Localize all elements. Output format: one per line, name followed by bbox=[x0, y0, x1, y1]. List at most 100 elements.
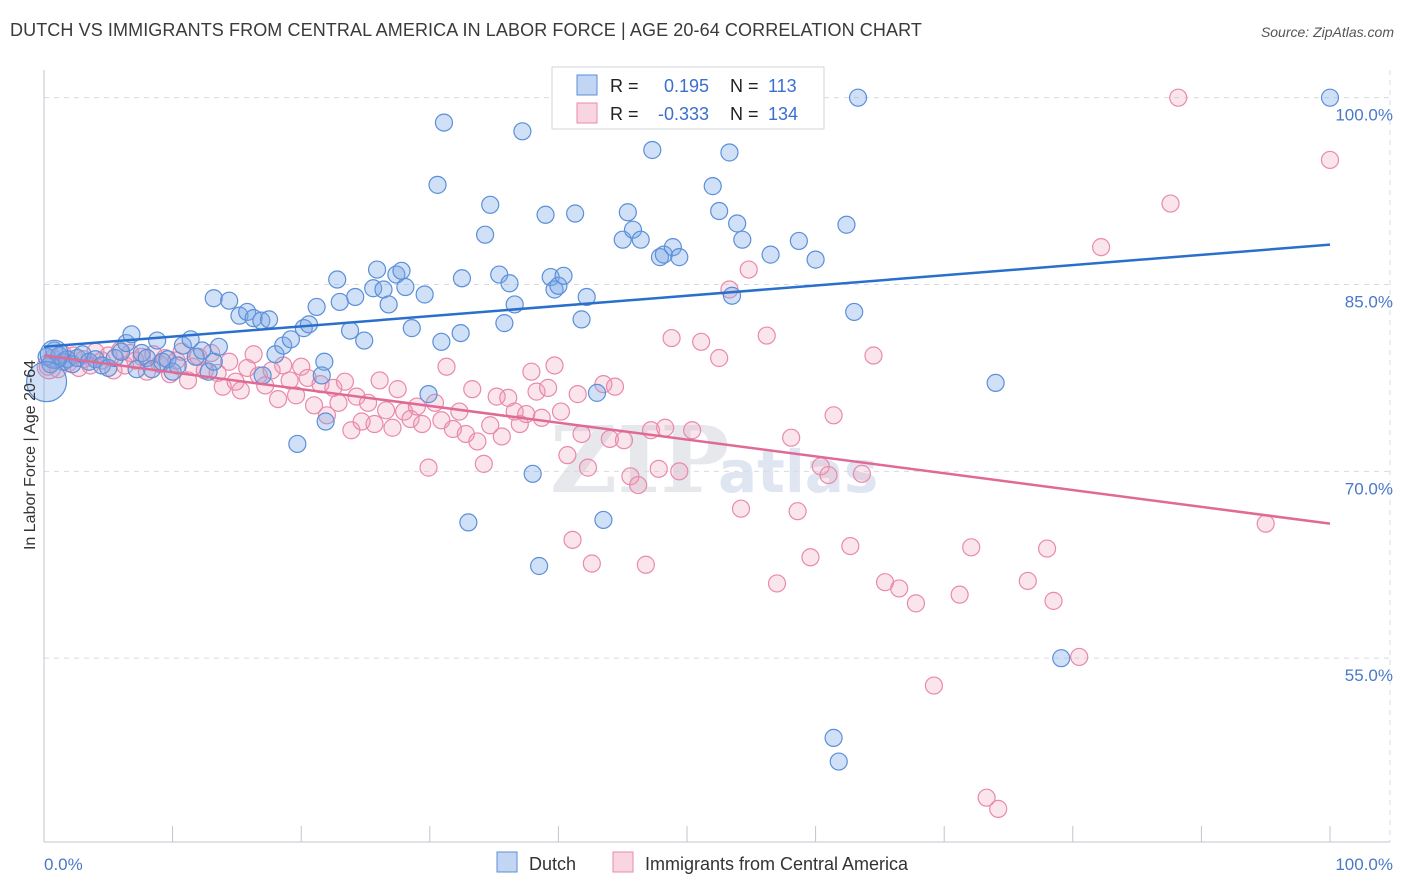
dutch-point-34 bbox=[220, 291, 239, 310]
immigrants-point-34 bbox=[231, 381, 250, 400]
dutch-point-113 bbox=[1052, 649, 1071, 668]
dutch-point-64 bbox=[415, 285, 434, 304]
immigrants-point-25 bbox=[178, 371, 198, 390]
dutch-point-47 bbox=[307, 297, 326, 317]
immigrants-point-83 bbox=[527, 382, 546, 401]
legend-swatch-immigrants bbox=[576, 102, 598, 124]
immigrants-point-114 bbox=[782, 428, 801, 447]
dutch-point-95 bbox=[643, 140, 662, 160]
dutch-cluster-bubble-large bbox=[25, 361, 68, 403]
immigrants-point-57 bbox=[370, 371, 389, 390]
legend-swatch-dutch bbox=[576, 74, 598, 96]
dutch-point-81 bbox=[536, 205, 555, 224]
dutch-point-69 bbox=[452, 269, 472, 288]
dutch-point-108 bbox=[806, 250, 825, 269]
immigrants-point-136 bbox=[1161, 194, 1180, 213]
dutch-point-109 bbox=[837, 215, 856, 234]
immigrants-point-77 bbox=[492, 427, 511, 446]
dutch-point-50 bbox=[316, 412, 335, 431]
dutch-point-98 bbox=[663, 238, 682, 257]
dutch-point-94 bbox=[631, 230, 650, 249]
immigrants-point-113 bbox=[767, 574, 787, 593]
dutch-point-55 bbox=[355, 331, 374, 350]
dutch-point-68 bbox=[434, 113, 454, 132]
dutch-point-70 bbox=[451, 323, 470, 343]
immigrants-point-68 bbox=[437, 357, 456, 376]
legend-r-value-dutch: 0.195 bbox=[664, 76, 709, 96]
watermark-zip: ZIP bbox=[550, 406, 729, 514]
dutch-point-51 bbox=[328, 270, 347, 289]
watermark: ZIP atlas bbox=[550, 406, 878, 514]
dutch-point-57 bbox=[367, 260, 387, 279]
dutch-point-72 bbox=[475, 225, 495, 244]
immigrants-point-24 bbox=[172, 342, 191, 361]
immigrants-point-115 bbox=[788, 502, 807, 521]
bottom-legend-label-dutch: Dutch bbox=[529, 854, 576, 874]
axes bbox=[43, 70, 1390, 843]
immigrants-point-121 bbox=[852, 464, 871, 483]
immigrants-point-110 bbox=[731, 499, 751, 518]
series-immigrants bbox=[36, 88, 1340, 818]
dutch-point-18 bbox=[132, 343, 151, 363]
y-axis-label: In Labor Force | Age 20-64 bbox=[22, 360, 39, 550]
dutch-point-48 bbox=[315, 352, 334, 371]
immigrants-point-131 bbox=[1018, 571, 1037, 591]
dutch-point-112 bbox=[986, 373, 1005, 393]
immigrants-point-56 bbox=[365, 414, 384, 434]
dutch-point-61 bbox=[392, 261, 411, 280]
stats-legend: R = 0.195 N = 113 R = -0.333 N = 134 bbox=[551, 66, 825, 130]
immigrants-point-104 bbox=[662, 328, 681, 348]
immigrants-point-65 bbox=[419, 458, 438, 477]
dutch-point-100 bbox=[703, 177, 722, 196]
immigrants-point-132 bbox=[1037, 539, 1057, 558]
dutch-point-110 bbox=[845, 302, 864, 322]
legend-n-label-dutch: N = bbox=[730, 76, 759, 96]
immigrants-point-50 bbox=[329, 393, 348, 412]
dutch-point-115 bbox=[829, 752, 848, 771]
immigrants-point-92 bbox=[578, 458, 598, 477]
trend-lines bbox=[43, 243, 1331, 525]
dutch-point-19 bbox=[137, 348, 156, 368]
immigrants-point-137 bbox=[1169, 88, 1188, 107]
immigrants-point-111 bbox=[739, 260, 758, 279]
dutch-point-89 bbox=[587, 383, 607, 402]
dutch-point-39 bbox=[259, 310, 279, 329]
y-tick-label-2: 85.0% bbox=[1345, 293, 1393, 312]
dutch-point-71 bbox=[459, 513, 478, 532]
immigrants-point-126 bbox=[924, 676, 944, 695]
immigrants-point-60 bbox=[388, 380, 407, 399]
watermark-atlas: atlas bbox=[718, 438, 878, 506]
immigrants-point-43 bbox=[286, 386, 306, 405]
immigrants-point-72 bbox=[463, 380, 482, 399]
dutch-point-90 bbox=[594, 510, 613, 530]
immigrants-point-102 bbox=[649, 459, 668, 478]
immigrants-point-51 bbox=[335, 372, 355, 391]
immigrants-point-139 bbox=[1320, 150, 1340, 170]
dutch-point-63 bbox=[402, 319, 421, 338]
immigrants-point-59 bbox=[383, 418, 402, 437]
series-dutch bbox=[25, 88, 1340, 771]
dutch-point-107 bbox=[789, 231, 808, 251]
immigrants-point-64 bbox=[412, 414, 432, 434]
dutch-point-88 bbox=[577, 287, 596, 307]
immigrants-point-91 bbox=[572, 424, 591, 444]
immigrants-point-127 bbox=[950, 585, 969, 604]
dutch-point-105 bbox=[733, 230, 752, 249]
immigrants-point-58 bbox=[376, 401, 396, 420]
chart-title: DUTCH VS IMMIGRANTS FROM CENTRAL AMERICA… bbox=[10, 20, 922, 40]
immigrants-point-74 bbox=[474, 454, 493, 473]
immigrants-point-76 bbox=[487, 387, 506, 406]
immigrants-point-84 bbox=[532, 408, 551, 427]
y-tick-labels: 55.0% 70.0% 85.0% 100.0% bbox=[1335, 106, 1393, 685]
dutch-point-62 bbox=[396, 277, 415, 297]
immigrants-point-134 bbox=[1070, 647, 1089, 667]
immigrants-point-129 bbox=[977, 788, 996, 807]
source-credit: Source: ZipAtlas.com bbox=[1260, 24, 1394, 40]
immigrants-trend-line bbox=[43, 354, 1331, 525]
dutch-point-44 bbox=[288, 434, 307, 454]
immigrants-point-108 bbox=[710, 348, 729, 368]
immigrants-point-116 bbox=[801, 548, 820, 567]
legend-n-value-dutch: 113 bbox=[768, 76, 797, 96]
dutch-point-104 bbox=[728, 214, 747, 233]
